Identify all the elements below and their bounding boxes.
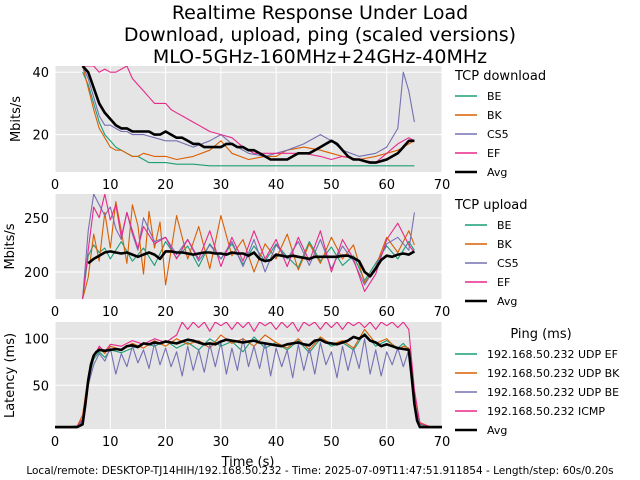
x-tick-label: 10 [102,305,119,320]
x-tick-label: 50 [323,178,340,193]
y-tick-label: 250 [24,212,49,227]
x-tick-label: 70 [434,178,451,193]
chart-title-line-3: MLO-5GHz-160MHz+24GHz-40MHz [153,46,487,68]
series-line-avg [55,333,442,429]
x-tick-label: 30 [213,305,230,320]
series-line-avg [87,250,416,278]
y-axis-label: Mbits/s [9,96,24,142]
legend-label-be: BE [487,90,502,103]
legend-title: TCP upload [454,198,528,213]
y-tick-label: 40 [32,66,49,81]
x-tick-label: 0 [51,178,59,193]
series-line-be [82,71,415,167]
ping-panel: 0 10 20 30 40 50 60 70 50 100 Latency (ms) Ping (ms… [3,322,620,450]
legend-label-192-168-50-232-udp-ef: 192.168.50.232 UDP EF [487,348,618,361]
legend-label-avg: Avg [497,295,517,308]
series-line-cs5 [82,66,415,157]
x-tick-label: 30 [213,178,230,193]
series-line-bk [82,201,415,299]
legend-label-192-168-50-232-udp-be: 192.168.50.232 UDP BE [487,386,619,399]
y-tick-label: 100 [24,333,49,348]
legend-label-cs5: CS5 [487,128,509,141]
legend-label-bk: BK [487,109,503,122]
series-line-192-168-50-232-icmp [55,322,442,428]
x-tick-label: 0 [51,435,59,450]
series-line-cs5 [82,194,415,299]
x-tick-label: 60 [378,435,395,450]
legend-label-192-168-50-232-icmp: 192.168.50.232 ICMP [487,405,605,418]
plot-background [55,322,442,429]
x-tick-label: 40 [268,178,285,193]
legend-label-192-168-50-232-udp-bk: 192.168.50.232 UDP BK [487,367,620,380]
x-tick-label: 70 [434,435,451,450]
x-tick-label: 60 [378,178,395,193]
x-tick-label: 50 [323,305,340,320]
x-tick-label: 10 [102,435,119,450]
legend-title: TCP download [454,69,546,84]
x-tick-label: 40 [268,305,285,320]
chart-title-line-2: Download, upload, ping (scaled versions) [124,24,516,46]
x-tick-label: 20 [157,178,174,193]
x-tick-label: 70 [434,305,451,320]
y-tick-label: 50 [32,379,49,394]
x-tick-label: 40 [268,435,285,450]
x-tick-label: 20 [157,305,174,320]
footer-text: Local/remote: DESKTOP-TJ14HIH/192.168.50… [26,465,613,477]
x-tick-label: 10 [102,178,119,193]
series-group [55,322,442,429]
x-tick-label: 60 [378,305,395,320]
x-axis-label: Time (s) [221,455,275,470]
legend-label-avg: Avg [487,166,507,179]
y-tick-label: 200 [24,266,49,281]
series-group [81,66,415,167]
plot-background [55,66,442,172]
legend-title: Ping (ms) [510,327,571,342]
y-axis-label: Latency (ms) [3,333,18,418]
x-tick-label: 30 [213,435,230,450]
x-tick-label: 0 [51,305,59,320]
legend-label-avg: Avg [487,424,507,437]
series-group [82,194,416,299]
series-line-192-168-50-232-udp-be [55,338,442,428]
y-tick-label: 20 [32,129,49,144]
y-axis-label: Mbits/s [3,223,18,269]
legend-label-bk: BK [497,238,513,251]
chart-title-line-1: Realtime Response Under Load [172,2,468,24]
legend-label-ef: EF [497,276,510,289]
legend-label-be: BE [497,219,512,232]
legend-label-ef: EF [487,147,500,160]
x-tick-label: 50 [323,435,340,450]
x-tick-label: 20 [157,435,174,450]
upload-panel: 0 10 20 30 40 50 60 70 200 250 Mbits/s TCP upload BE… [3,194,528,320]
legend-label-cs5: CS5 [497,257,519,270]
series-line-ef [82,66,415,164]
download-panel: 0 10 20 30 40 50 60 70 20 40 Mbits/s TCP download BE… [9,66,546,193]
series-line-avg [81,66,415,164]
